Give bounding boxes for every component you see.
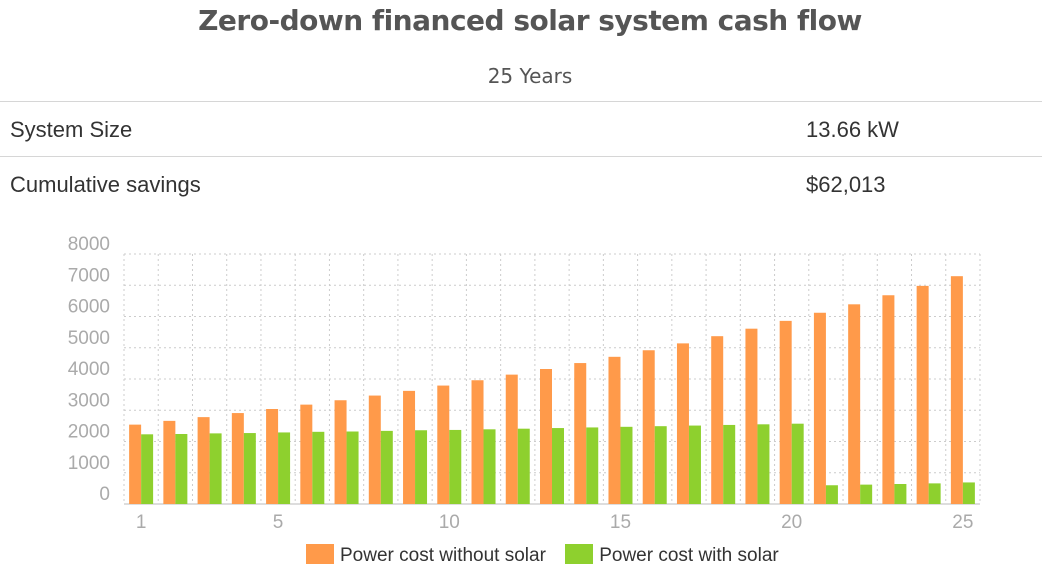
bar-with-solar <box>654 426 667 504</box>
bar-with-solar <box>894 484 907 504</box>
bar-with-solar <box>415 430 428 504</box>
bar-without-solar <box>882 295 895 504</box>
info-row-system-size: System Size 13.66 kW <box>0 101 1042 156</box>
y-tick-label: 1000 <box>68 453 110 474</box>
bar-with-solar <box>346 431 359 504</box>
x-tick-label: 25 <box>952 512 973 533</box>
bar-without-solar <box>403 390 416 504</box>
bar-with-solar <box>517 428 530 504</box>
cumulative-savings-label: Cumulative savings <box>10 172 201 197</box>
bar-without-solar <box>950 276 963 504</box>
bar-without-solar <box>642 350 655 504</box>
bar-with-solar <box>928 483 941 504</box>
bar-with-solar <box>552 428 564 504</box>
bar-with-solar <box>757 424 770 504</box>
y-tick-label: 4000 <box>68 359 110 380</box>
bar-without-solar <box>300 404 313 504</box>
bar-without-solar <box>540 369 552 504</box>
info-table: System Size 13.66 kW Cumulative savings … <box>0 101 1042 211</box>
bar-with-solar <box>483 429 496 504</box>
bar-with-solar <box>209 433 222 504</box>
bar-with-solar <box>688 425 701 504</box>
legend-label-without-solar: Power cost without solar <box>340 545 546 566</box>
bar-with-solar <box>860 484 873 504</box>
cumulative-savings-value: $62,013 <box>806 172 886 197</box>
bar-with-solar <box>243 433 256 504</box>
legend-item-without-solar[interactable]: Power cost without solar <box>306 544 546 567</box>
bar-without-solar <box>813 312 826 504</box>
legend-swatch-without-solar <box>306 544 334 564</box>
bar-without-solar <box>334 400 347 504</box>
bar-without-solar <box>711 336 724 504</box>
system-size-label: System Size <box>10 117 133 142</box>
y-tick-label: 2000 <box>68 422 110 443</box>
y-tick-label: 6000 <box>68 297 110 318</box>
chart-legend: Power cost without solar Power cost with… <box>306 544 793 568</box>
y-tick-label: 7000 <box>68 265 110 286</box>
x-tick-label: 5 <box>273 512 284 533</box>
bar-without-solar <box>231 413 244 504</box>
bar-without-solar <box>437 385 450 504</box>
bar-without-solar <box>197 417 210 504</box>
bar-without-solar <box>574 363 587 504</box>
system-size-value: 13.66 kW <box>806 117 899 142</box>
bar-with-solar <box>586 427 599 504</box>
bar-with-solar <box>723 424 736 504</box>
bar-without-solar <box>163 420 176 504</box>
bar-with-solar <box>825 485 838 504</box>
bar-with-solar <box>278 432 291 504</box>
y-tick-label: 0 <box>99 484 110 505</box>
bar-without-solar <box>779 320 792 504</box>
page-subtitle: 25 Years <box>487 64 573 88</box>
info-row-cumulative-savings: Cumulative savings $62,013 <box>0 156 1042 211</box>
bar-without-solar <box>368 395 381 504</box>
bar-without-solar <box>129 424 142 504</box>
bar-without-solar <box>266 409 279 504</box>
bar-with-solar <box>962 482 975 504</box>
legend-label-with-solar: Power cost with solar <box>599 545 779 566</box>
x-tick-label: 20 <box>781 512 802 533</box>
bar-with-solar <box>620 426 633 504</box>
y-tick-label: 5000 <box>68 328 110 349</box>
bar-with-solar <box>449 429 462 504</box>
legend-swatch-with-solar <box>565 544 594 564</box>
bar-with-solar <box>380 430 393 504</box>
bar-with-solar <box>141 434 154 504</box>
y-tick-label: 3000 <box>68 390 110 411</box>
bar-without-solar <box>848 304 861 504</box>
bar-without-solar <box>916 285 929 504</box>
x-tick-label: 1 <box>136 512 147 533</box>
bar-with-solar <box>791 423 804 504</box>
page-title: Zero-down financed solar system cash flo… <box>198 4 862 37</box>
legend-item-with-solar[interactable]: Power cost with solar <box>565 544 779 567</box>
bar-without-solar <box>608 356 621 504</box>
bar-with-solar <box>312 431 325 504</box>
x-tick-label: 15 <box>610 512 631 533</box>
y-tick-label: 8000 <box>68 234 110 255</box>
bar-without-solar <box>505 374 518 504</box>
bar-without-solar <box>676 343 689 504</box>
bar-without-solar <box>471 380 484 504</box>
bar-with-solar <box>175 434 188 504</box>
bar-without-solar <box>745 328 758 504</box>
x-tick-label: 10 <box>439 512 460 533</box>
